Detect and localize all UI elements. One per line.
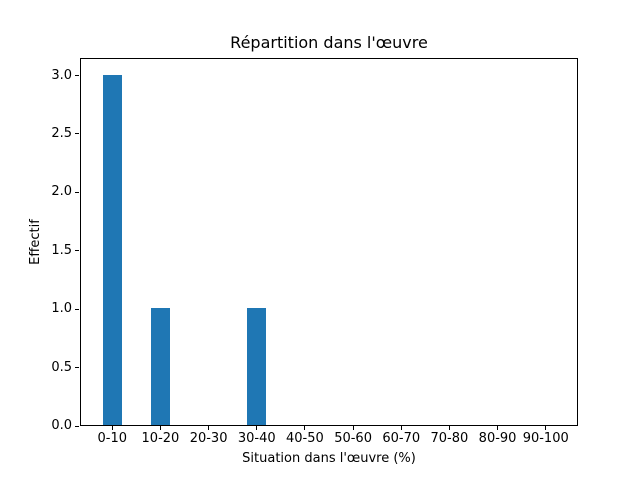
x-axis-label: Situation dans l'œuvre (%) [242,451,416,466]
y-tick-label: 2.5 [51,125,72,141]
y-tick-mark [75,308,79,310]
y-tick-label: 1.5 [51,242,72,258]
y-tick-label: 0.5 [51,359,72,375]
x-tick-label: 90-100 [522,431,569,446]
x-tick-mark [352,426,354,430]
y-tick-label: 3.0 [51,67,72,83]
x-tick-label: 50-60 [334,431,372,446]
y-tick-mark [75,250,79,252]
x-tick-mark [111,426,113,430]
x-tick-label: 70-80 [430,431,469,446]
bar-30-40 [247,308,267,425]
bar-0-10 [102,74,122,425]
plot-area [80,58,578,426]
y-tick-mark [75,191,79,193]
bar-10-20 [150,308,171,425]
x-tick-mark [448,426,450,430]
x-tick-mark [400,426,402,430]
x-tick-label: 40-50 [286,431,324,446]
y-tick-mark [75,75,79,77]
x-tick-label: 30-40 [237,431,276,446]
x-tick-label: 0-10 [97,431,128,446]
x-tick-label: 80-90 [478,431,517,446]
x-tick-mark [159,426,161,430]
y-tick-mark [75,133,79,135]
x-tick-mark [256,426,258,430]
y-tick-label: 1.0 [51,301,72,317]
x-tick-mark [545,426,547,430]
x-tick-mark [497,426,499,430]
x-tick-label: 10-20 [141,431,180,446]
x-tick-mark [208,426,210,430]
x-tick-label: 60-70 [382,431,421,446]
x-tick-mark [304,426,306,430]
x-tick-label: 20-30 [189,431,228,446]
y-tick-label: 2.0 [51,184,72,200]
y-tick-label: 0.0 [51,418,72,433]
y-tick-mark [75,367,79,369]
chart-title: Répartition dans l'œuvre [230,33,428,52]
y-tick-mark [75,425,79,427]
